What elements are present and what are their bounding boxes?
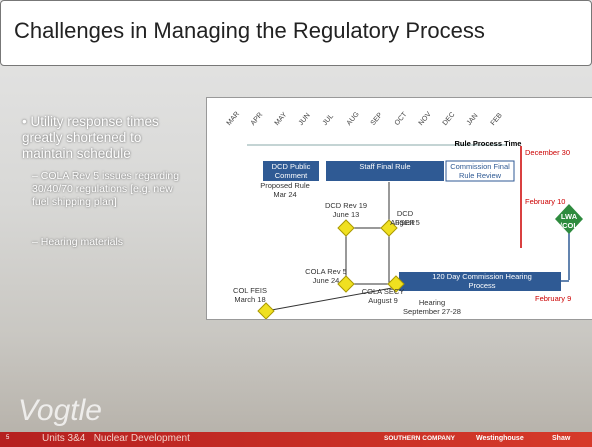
box-label: Staff Final Rule [357,163,413,172]
rule-process-label: Rule Process Time [453,140,523,149]
box-label: DCD Public Comment [263,163,319,180]
deadline: February 9 [535,294,571,303]
logo: Shaw [552,435,570,442]
milestone-date: Mar 24 [259,191,311,200]
milestone-date: June 13 [319,211,373,220]
milestone-diamond [338,220,354,236]
milestone-diamond [258,303,274,319]
footer-subtitle: Units 3&4 Nuclear Development [42,433,190,444]
milestone-date: June 24 [302,277,350,286]
milestone-date: September 27-28 [397,308,467,317]
lwa-label: LWA /COL [555,213,583,230]
sub-bullet-text: COLA Rev 5 issues regarding 30/40/70 reg… [32,170,179,208]
milestone-date: March 18 [229,296,271,305]
page-number: 5 [6,435,9,441]
sub-bullet: – COLA Rev 5 issues regarding 30/40/70 r… [32,170,192,209]
brand: Vogtle [18,394,102,428]
sub-bullet: – Hearing materials [32,236,192,249]
sub-bullet-text: Hearing materials [41,236,123,248]
milestone-date: August 5 [387,219,423,228]
bullet: • Utility response times greatly shorten… [22,114,192,162]
slide: Challenges in Managing the Regulatory Pr… [0,0,592,447]
box-label: 120 Day Commission Hearing Process [432,273,532,290]
deadline: December 30 [525,148,570,157]
slide-title: Challenges in Managing the Regulatory Pr… [14,18,485,44]
logo: SOUTHERN COMPANY [384,435,455,442]
logo: Westinghouse [476,435,524,442]
deadline: February 10 [525,197,565,206]
box-label: Commission Final Rule Review [446,163,514,180]
bullet-text: Utility response times greatly shortened… [22,114,159,161]
